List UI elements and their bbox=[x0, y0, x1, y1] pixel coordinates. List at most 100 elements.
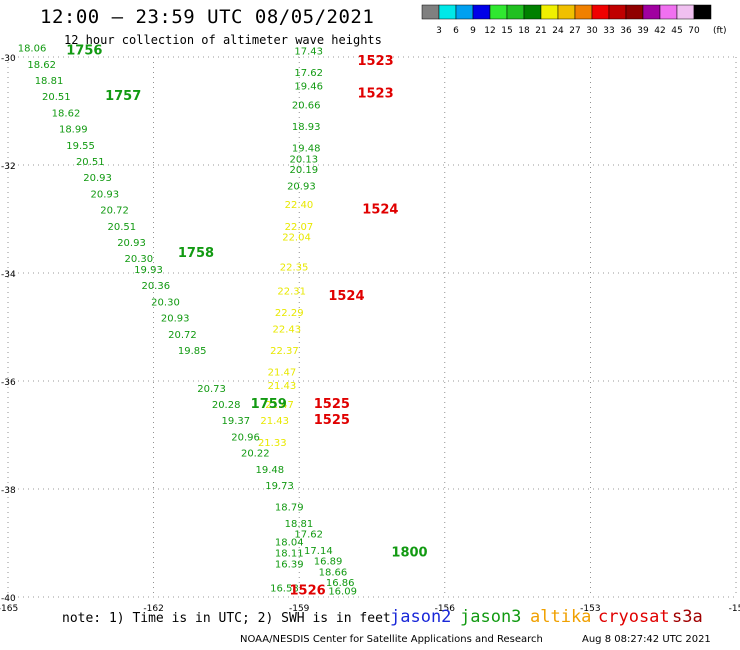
time-annotation: 1758 bbox=[178, 246, 214, 261]
colorbar-label: 6 bbox=[453, 26, 459, 36]
time-annotation: 1523 bbox=[357, 54, 393, 69]
data-point-jason3: 20.51 bbox=[42, 92, 71, 103]
data-point-altika: 22.29 bbox=[275, 308, 304, 319]
page-subtitle: 12 hour collection of altimeter wave hei… bbox=[64, 33, 382, 47]
data-point-jason3: 16.86 bbox=[326, 578, 355, 589]
colorbar-unit: (ft) bbox=[713, 26, 727, 36]
colorbar-label: 33 bbox=[603, 26, 614, 36]
data-point-altika: 21.43 bbox=[268, 381, 297, 392]
time-annotation: 1525 bbox=[314, 413, 350, 428]
y-tick-label: -38 bbox=[1, 486, 16, 496]
x-tick-label: -162 bbox=[143, 604, 163, 614]
data-point-altika: 22.07 bbox=[285, 222, 314, 233]
y-tick-label: -32 bbox=[1, 162, 16, 172]
generated-timestamp: Aug 8 08:27:42 UTC 2021 bbox=[582, 634, 711, 645]
colorbar-label: 12 bbox=[484, 26, 495, 36]
x-tick-label: -165 bbox=[0, 604, 18, 614]
data-point-jason3: 16.58 bbox=[270, 584, 299, 595]
data-point-jason3: 18.81 bbox=[35, 76, 64, 87]
data-point-altika: 22.35 bbox=[280, 262, 309, 273]
data-point-jason3: 19.37 bbox=[222, 416, 251, 427]
data-point-altika: 22.04 bbox=[282, 233, 311, 244]
colorbar-label: 42 bbox=[654, 26, 665, 36]
data-point-jason3: 18.11 bbox=[275, 549, 304, 560]
x-tick-label: -153 bbox=[580, 604, 600, 614]
page-title: 12:00 — 23:59 UTC 08/05/2021 bbox=[40, 6, 375, 28]
legend-s3a: s3a bbox=[672, 607, 703, 627]
wave-height-chart: -165 -162 -159 -156 -153 -15 -30 -32 -34 -36 -38 -4… bbox=[0, 43, 740, 614]
legend-jason2: jason2 bbox=[390, 607, 452, 627]
time-annotation: 1524 bbox=[328, 289, 364, 304]
units-note: note: 1) Time is in UTC; 2) SWH is in fe… bbox=[62, 611, 391, 626]
x-tick-label: -159 bbox=[289, 604, 310, 614]
legend-jason3: jason3 bbox=[460, 607, 522, 627]
data-point-jason3: 18.62 bbox=[52, 108, 81, 119]
data-point-jason3: 19.46 bbox=[294, 81, 323, 92]
colorbar-label: 15 bbox=[501, 26, 512, 36]
colorbar-label: 9 bbox=[470, 26, 476, 36]
data-point-jason3: 20.72 bbox=[168, 330, 197, 341]
data-point-jason3: 20.30 bbox=[124, 254, 153, 265]
data-point-jason3: 20.96 bbox=[231, 432, 260, 443]
data-point-jason3: 20.66 bbox=[292, 100, 321, 111]
time-annotation: 1523 bbox=[357, 87, 393, 102]
data-point-jason3: 16.09 bbox=[328, 586, 357, 597]
data-point-jason3: 20.93 bbox=[117, 238, 146, 249]
data-point-jason3: 17.43 bbox=[294, 46, 323, 57]
legend-altika: altika bbox=[530, 607, 592, 627]
y-tick-label: -34 bbox=[1, 270, 16, 280]
data-point-jason3: 19.48 bbox=[292, 144, 321, 155]
data-point-altika: 22.31 bbox=[277, 287, 306, 298]
data-point-jason3: 16.39 bbox=[275, 559, 304, 570]
data-point-jason3: 20.22 bbox=[241, 449, 270, 460]
data-point-jason3: 18.79 bbox=[275, 503, 304, 514]
data-point-jason3: 18.99 bbox=[59, 125, 88, 136]
data-point-jason3: 20.93 bbox=[161, 314, 190, 325]
x-tick-label: -15 bbox=[729, 604, 740, 614]
data-point-jason3: 18.93 bbox=[292, 122, 321, 133]
time-annotation: 1526 bbox=[289, 583, 325, 598]
colorbar-label: 3 bbox=[436, 26, 442, 36]
data-point-jason3: 20.93 bbox=[287, 181, 316, 192]
colorbar-swatch bbox=[693, 4, 712, 20]
y-tick-label: -40 bbox=[1, 594, 16, 604]
data-point-altika: 21.33 bbox=[258, 438, 287, 449]
x-tick-label: -156 bbox=[435, 604, 456, 614]
data-point-jason3: 20.93 bbox=[83, 173, 112, 184]
colorbar-label: 30 bbox=[586, 26, 598, 36]
data-point-jason3: 19.55 bbox=[66, 141, 95, 152]
time-annotation: 1759 bbox=[251, 397, 287, 412]
data-point-altika: 22.43 bbox=[273, 324, 302, 335]
data-point-jason3: 20.72 bbox=[100, 206, 129, 217]
y-tick-label: -36 bbox=[1, 378, 16, 388]
data-point-jason3: 16.89 bbox=[314, 557, 343, 568]
colorbar-label: 45 bbox=[671, 26, 682, 36]
colorbar-label: 70 bbox=[688, 26, 700, 36]
time-annotation: 1800 bbox=[391, 546, 427, 561]
data-point-jason3: 20.30 bbox=[151, 297, 180, 308]
credit-line: NOAA/NESDIS Center for Satellite Applica… bbox=[240, 634, 543, 645]
swh-colorbar: 3 6 9 12 15 18 21 24 27 30 33 36 39 42 45 70 (ft) bbox=[421, 4, 727, 36]
legend-cryosat: cryosat bbox=[598, 607, 670, 627]
data-point-jason3: 20.13 bbox=[289, 154, 318, 165]
data-point-jason3: 20.19 bbox=[289, 165, 318, 176]
data-point-jason3: 18.66 bbox=[319, 567, 348, 578]
time-annotation: 1757 bbox=[105, 89, 141, 104]
time-annotation: 1525 bbox=[314, 397, 350, 412]
colorbar-label: 18 bbox=[518, 26, 530, 36]
data-point-altika: 22.40 bbox=[285, 200, 314, 211]
data-point-altika: 21.47 bbox=[265, 400, 294, 411]
data-point-jason3: 18.04 bbox=[275, 538, 304, 549]
data-point-altika: 22.37 bbox=[270, 346, 299, 357]
data-point-jason3: 17.62 bbox=[294, 530, 323, 541]
data-point-jason3: 20.28 bbox=[212, 400, 241, 411]
colorbar-label: 21 bbox=[535, 26, 546, 36]
data-point-jason3: 19.93 bbox=[134, 265, 163, 276]
data-point-altika: 21.47 bbox=[268, 368, 297, 379]
time-annotation: 1756 bbox=[66, 43, 102, 58]
data-point-jason3: 18.81 bbox=[285, 519, 314, 530]
data-point-jason3: 19.73 bbox=[265, 481, 294, 492]
colorbar-label: 24 bbox=[552, 26, 564, 36]
data-point-jason3: 17.62 bbox=[294, 68, 323, 79]
